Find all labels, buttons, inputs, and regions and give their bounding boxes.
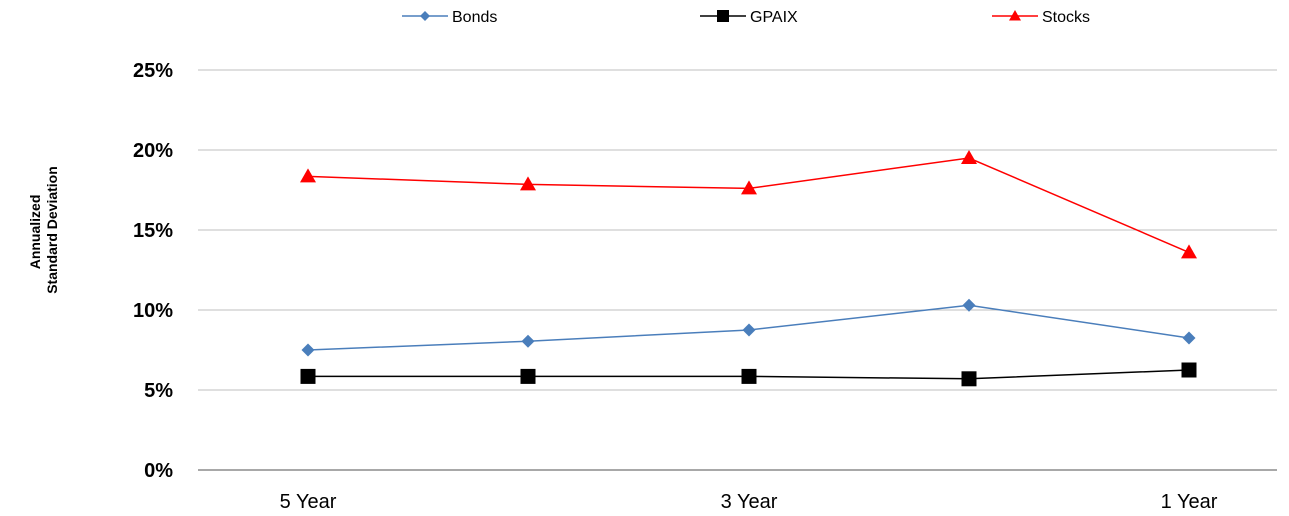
y-axis: 0% 5% 10% 15% 20% 25% [133,60,173,482]
y-tick-label: 10% [133,300,173,322]
y-tick-label: 20% [133,140,173,162]
series-bonds [301,298,1196,357]
data-point [717,10,729,22]
x-tick-label: 3 Year [721,491,778,513]
grid [198,69,1277,471]
legend-label: Bonds [452,9,497,26]
data-point [521,334,535,348]
data-point [300,168,316,183]
data-point [520,368,536,384]
data-point [1009,10,1021,21]
y-tick-label: 15% [133,220,173,242]
legend-label: Stocks [1042,9,1090,26]
data-point [300,368,316,384]
data-point [1181,244,1197,259]
data-point [961,371,977,387]
y-axis-title-line-1: Annualized [27,195,43,270]
series-line [307,157,1190,254]
data-point [962,298,976,312]
legend: Bonds GPAIX Stocks [402,9,1090,26]
y-tick-label: 5% [144,380,173,402]
data-point [1181,362,1197,378]
data-point [301,343,315,357]
data-point [741,180,757,195]
series-gpaix [300,362,1197,387]
data-point [420,11,430,21]
data-point [742,323,756,337]
x-tick-label: 5 Year [280,491,337,513]
legend-label: GPAIX [750,9,798,26]
data-point [741,368,757,384]
y-axis-title: Annualized Standard Deviation [27,166,60,294]
x-axis: 5 Year 3 Year 1 Year [280,491,1218,513]
data-point [520,176,536,191]
x-tick-label: 1 Year [1161,491,1218,513]
y-tick-label: 25% [133,60,173,82]
series-group [300,150,1197,387]
legend-item-gpaix: GPAIX [700,9,798,26]
data-point [1182,331,1196,345]
data-point [961,150,977,164]
legend-item-bonds: Bonds [402,9,497,26]
y-axis-title-line-2: Standard Deviation [44,166,60,294]
y-tick-label: 0% [144,460,173,482]
series-stocks [300,150,1197,259]
legend-item-stocks: Stocks [992,9,1090,26]
